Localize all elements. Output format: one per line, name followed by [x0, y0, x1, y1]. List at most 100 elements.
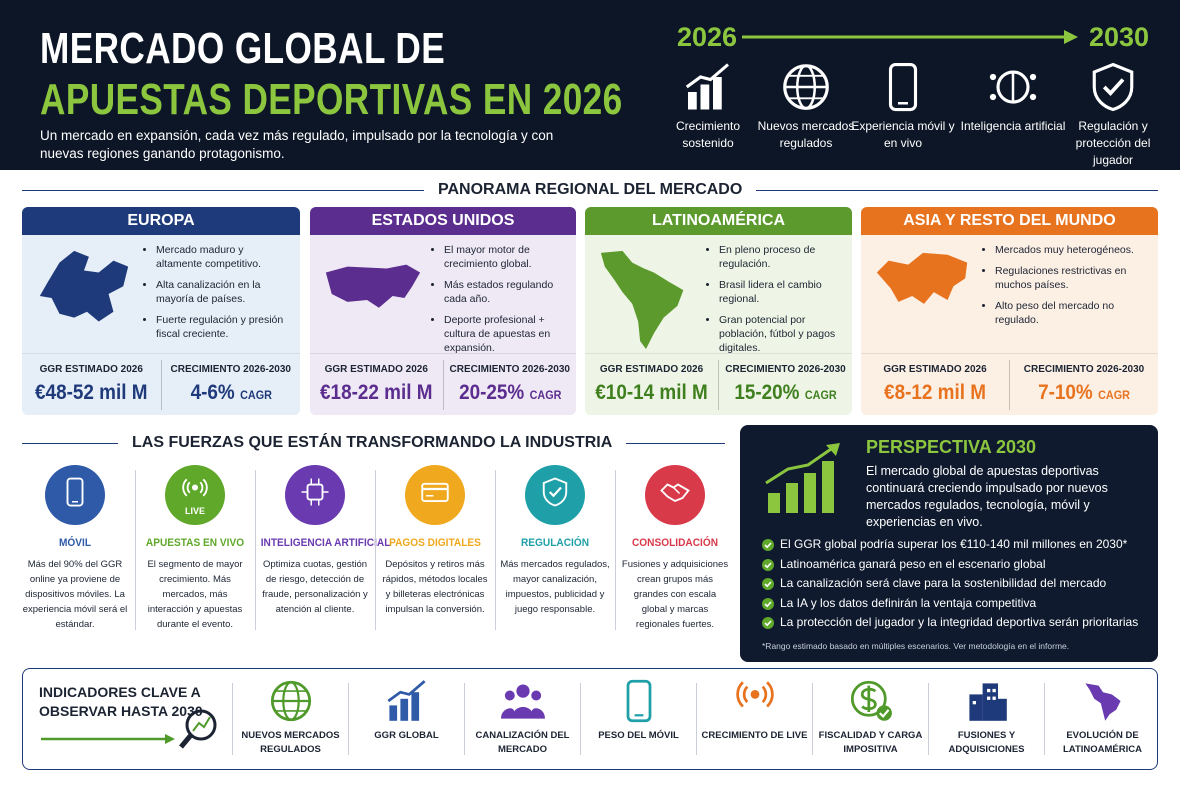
icon-shape: [306, 483, 324, 501]
icon-shape: [500, 708, 545, 719]
stat: CRECIMIENTO 2026-2030 20-25% CAGR: [442, 360, 577, 410]
indicator-label: CANALIZACIÓN DEL MERCADO: [475, 730, 570, 755]
indicator: PESO DEL MÓVIL: [581, 679, 696, 743]
icon-shape: [972, 701, 976, 705]
indicator-label: EVOLUCIÓN DE LATINOAMÉRICA: [1063, 730, 1142, 755]
perspective-lead: El mercado global de apuestas deportivas…: [866, 464, 1108, 529]
divider: [928, 683, 929, 755]
divider: [348, 683, 349, 755]
growth-value: 15-20%: [734, 381, 800, 404]
stat: CRECIMIENTO 2026-2030 4-6% CAGR: [160, 360, 301, 410]
icon-shape: [548, 486, 562, 498]
indicator-label: FUSIONES Y ADQUISICIONES: [948, 730, 1025, 755]
check-icon: [762, 578, 774, 590]
section-title: PANORAMA REGIONAL DEL MERCADO: [424, 181, 757, 199]
icon: [888, 62, 918, 112]
region-bullet: Gran potencial por población, fútbol y p…: [719, 313, 844, 355]
growth-unit: CAGR: [804, 388, 837, 402]
icon-shape: [762, 539, 774, 551]
icon-shape: [764, 542, 772, 549]
force-text: Más mercados regulados, mayor canalizaci…: [500, 559, 610, 615]
stat-value: €18-22 mil M: [320, 381, 433, 404]
icon-shape: [997, 698, 1007, 721]
icon-shape: [762, 597, 774, 610]
force-icon: [405, 465, 465, 525]
icon: [1084, 683, 1121, 721]
icon-shape: [764, 561, 772, 568]
icon-shape: [685, 63, 730, 89]
icon-shape: [399, 698, 408, 721]
stat: CRECIMIENTO 2026-2030 15-20% CAGR: [718, 360, 852, 410]
force-title: INTELIGENCIA ARTIFICIAL: [260, 537, 391, 549]
icon-shape: [504, 690, 515, 701]
icon-shape: [876, 252, 968, 304]
icon-shape: [989, 73, 997, 81]
trend: Experiencia móvil y en vivo: [848, 62, 958, 152]
force-icon: [525, 465, 585, 525]
indicator-label: CRECIMIENTO DE LIVE: [701, 730, 808, 741]
icon-shape: [764, 600, 772, 607]
icon-shape: [542, 477, 568, 507]
icon-shape: [762, 558, 774, 571]
bullet-text: La IA y los datos definirán la ventaja c…: [780, 595, 1037, 610]
trend-label: Regulación y protección del jugador: [1075, 119, 1151, 167]
icon-shape: [1029, 73, 1037, 81]
indicators-panel: INDICADORES CLAVE A OBSERVAR HASTA 2030 …: [22, 668, 1158, 770]
region-stats: GGR ESTIMADO 2026 €8-12 mil M CRECIMIENTO …: [861, 353, 1158, 415]
force: LIVE APUESTAS EN VIVO El segmento de mayor…: [136, 465, 254, 632]
icon-shape: [992, 696, 996, 700]
icon-shape: [388, 705, 397, 721]
icon: [1092, 62, 1134, 112]
force-text: Depósitos y retiros más rápidos, métodos…: [382, 559, 488, 615]
icon-shape: [860, 685, 877, 712]
icon: [685, 63, 730, 110]
trend-label: Nuevos mercados regulados: [757, 119, 855, 150]
growth-unit: CAGR: [239, 388, 272, 402]
growth-value: 4-6%: [190, 381, 235, 404]
indicator: CANALIZACIÓN DEL MERCADO: [465, 679, 580, 757]
region-bullet: Alta canalización en la mayoría de paíse…: [156, 278, 292, 306]
divider: [464, 683, 465, 755]
force: CONSOLIDACIÓN Fusiones y adquisiciones cr…: [616, 465, 734, 632]
divider: [580, 683, 581, 755]
region-map: [39, 250, 129, 322]
icon-shape: [410, 692, 419, 721]
force-title: PAGOS DIGITALES: [389, 537, 481, 549]
icon-shape: [764, 581, 772, 588]
icon-shape: [182, 478, 208, 497]
force-title: CONSOLIDACIÓN: [631, 537, 719, 549]
region-bullets: En pleno proceso de regulación. Brasil li…: [705, 243, 844, 362]
indicator: GGR GLOBAL: [349, 679, 464, 743]
icon-bar: [786, 483, 798, 513]
indicator: EVOLUCIÓN DE LATINOAMÉRICA: [1045, 679, 1160, 757]
icon: [989, 70, 1037, 104]
icon: [66, 477, 84, 507]
icon-shape: [660, 483, 690, 503]
trend-label: Experiencia móvil y en vivo: [851, 119, 955, 150]
stat-label: CRECIMIENTO 2026-2030: [170, 364, 291, 375]
icon-shape: [600, 250, 684, 350]
divider: [696, 683, 697, 755]
icon: [182, 478, 208, 497]
bullet-text: Latinoamérica ganará peso en el escenari…: [780, 556, 1046, 571]
region-card: ASIA Y RESTO DEL MUNDO Mercados muy heter…: [861, 207, 1158, 415]
section-title: LAS FUERZAS QUE ESTÁN TRANSFORMANDO LA I…: [118, 434, 627, 452]
icon-shape: [530, 690, 541, 701]
stat-value: €10-14 mil M: [595, 381, 708, 404]
force: REGULACIÓN Más mercados regulados, mayor …: [496, 465, 614, 617]
perspective-bullet: La canalización será clave para la soste…: [762, 574, 1148, 594]
region-map: [600, 250, 684, 350]
indicator: FISCALIDAD Y CARGA IMPOSITIVA: [813, 679, 928, 757]
indicator: CRECIMIENTO DE LIVE: [697, 679, 812, 743]
stat-value: €48-52 mil M: [35, 381, 148, 404]
stat: GGR ESTIMADO 2026 €8-12 mil M: [861, 354, 1009, 415]
icon-shape: [672, 486, 681, 495]
icon: [735, 681, 774, 708]
stat-label: CRECIMIENTO 2026-2030: [449, 364, 570, 375]
indicators-arrow: [41, 709, 217, 749]
perspective-bullet: Latinoamérica ganará peso en el escenari…: [762, 555, 1148, 575]
region-bullet: Alto peso del mercado no regulado.: [995, 299, 1150, 327]
stat-label: GGR ESTIMADO 2026: [599, 364, 704, 375]
stat: GGR ESTIMADO 2026 €10-14 mil M: [585, 354, 718, 415]
